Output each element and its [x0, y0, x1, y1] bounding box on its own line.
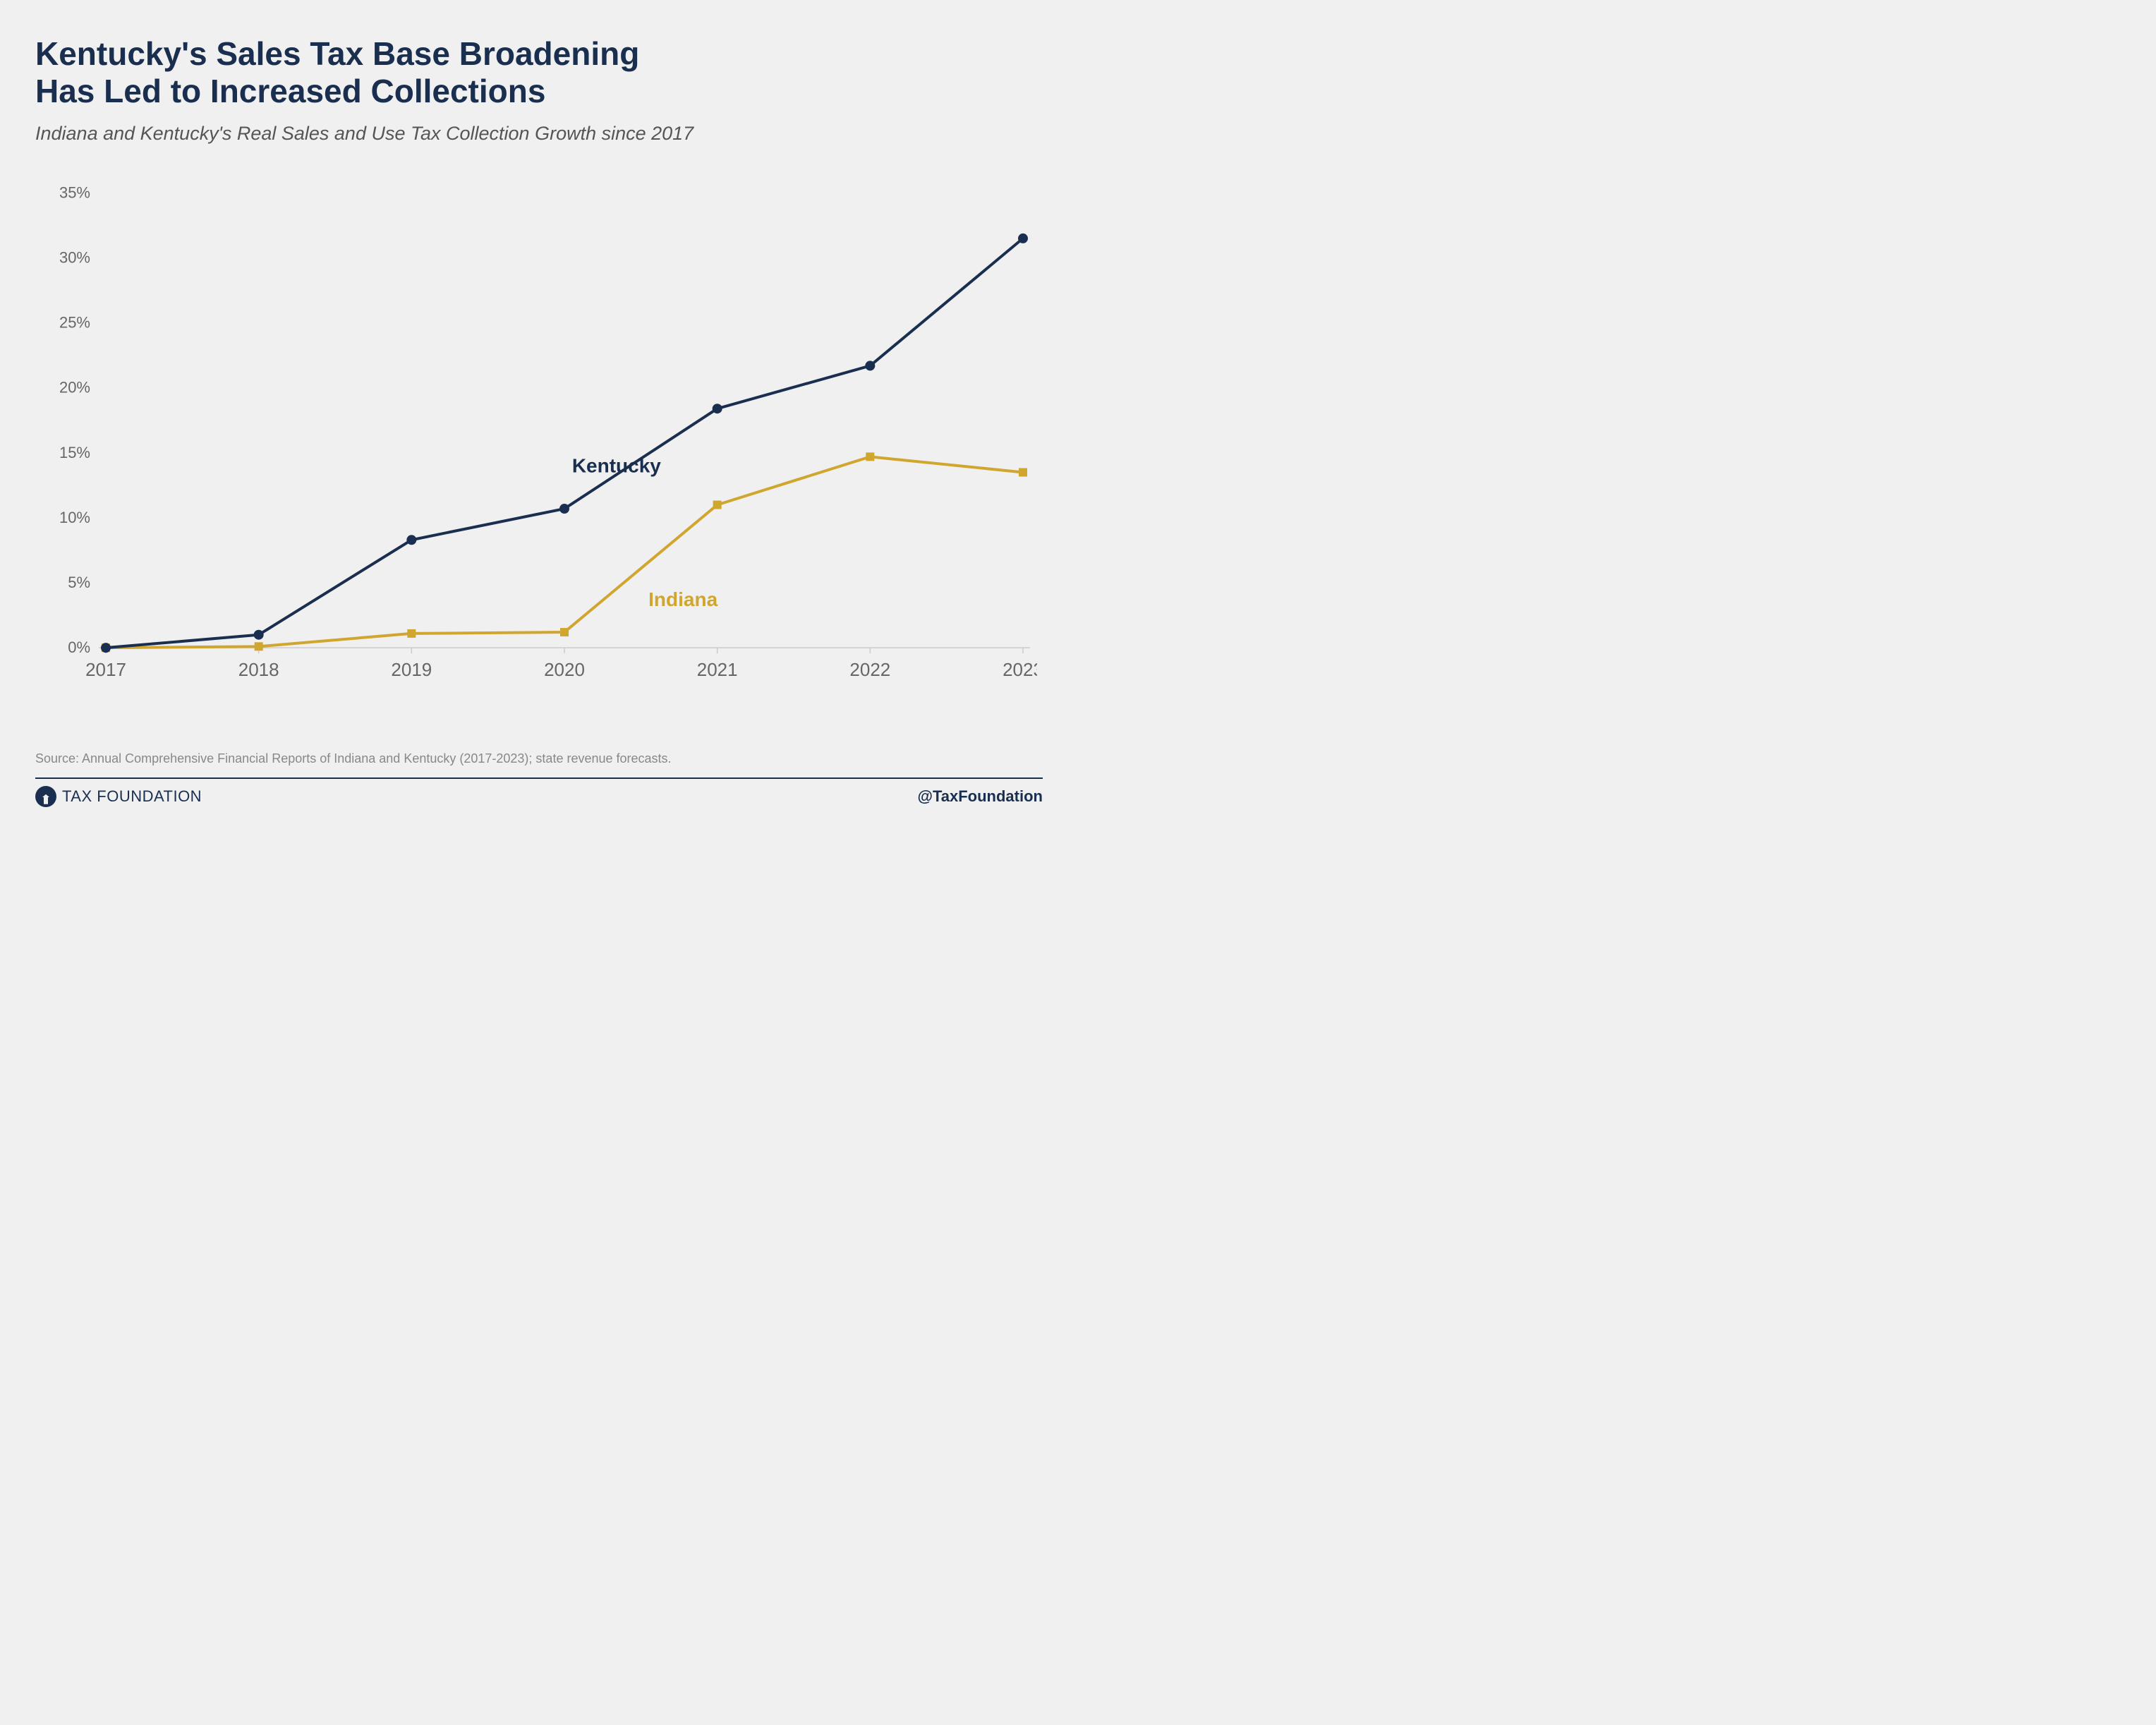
series-point-kentucky	[1018, 234, 1028, 243]
series-point-indiana	[407, 629, 416, 638]
logo-icon	[35, 786, 56, 807]
y-tick-label: 30%	[59, 248, 90, 266]
series-label-kentucky: Kentucky	[572, 454, 661, 476]
series-point-kentucky	[559, 504, 569, 514]
title-line-1: Kentucky's Sales Tax Base Broadening	[35, 35, 639, 72]
series-point-indiana	[255, 642, 263, 650]
y-tick-label: 5%	[68, 574, 90, 591]
series-point-indiana	[713, 500, 722, 509]
series-label-indiana: Indiana	[648, 588, 717, 610]
x-tick-label: 2022	[849, 659, 890, 680]
series-point-indiana	[560, 628, 569, 636]
series-point-indiana	[866, 452, 874, 461]
footer: TAX FOUNDATION @TaxFoundation	[35, 786, 1043, 807]
y-tick-label: 35%	[59, 183, 90, 201]
source-citation: Source: Annual Comprehensive Financial R…	[35, 751, 1043, 766]
series-point-kentucky	[406, 535, 416, 545]
series-point-kentucky	[713, 404, 722, 413]
x-tick-label: 2023	[1003, 659, 1037, 680]
series-point-kentucky	[101, 643, 111, 653]
x-tick-label: 2020	[544, 659, 585, 680]
x-tick-label: 2021	[697, 659, 738, 680]
series-line-indiana	[106, 456, 1023, 648]
brand-logo: TAX FOUNDATION	[35, 786, 202, 807]
logo-text: TAX FOUNDATION	[62, 787, 202, 806]
y-tick-label: 0%	[68, 638, 90, 656]
x-tick-label: 2019	[391, 659, 432, 680]
x-tick-label: 2017	[85, 659, 126, 680]
series-point-indiana	[1019, 468, 1027, 476]
footer-divider	[35, 777, 1043, 779]
series-point-kentucky	[865, 361, 875, 370]
chart-subtitle: Indiana and Kentucky's Real Sales and Us…	[35, 123, 1043, 145]
y-tick-label: 15%	[59, 444, 90, 461]
y-tick-label: 25%	[59, 313, 90, 331]
line-chart: 0% 5% 10% 15% 20% 25% 30% 35% 2017 2018 2019 2020 20…	[35, 173, 1037, 723]
chart-title: Kentucky's Sales Tax Base Broadening Has…	[35, 35, 1043, 110]
series-line-kentucky	[106, 238, 1023, 648]
social-handle: @TaxFoundation	[918, 787, 1043, 806]
x-tick-label: 2018	[238, 659, 279, 680]
series-point-kentucky	[254, 630, 264, 640]
y-tick-label: 20%	[59, 379, 90, 397]
title-line-2: Has Led to Increased Collections	[35, 73, 545, 109]
y-tick-label: 10%	[59, 509, 90, 526]
